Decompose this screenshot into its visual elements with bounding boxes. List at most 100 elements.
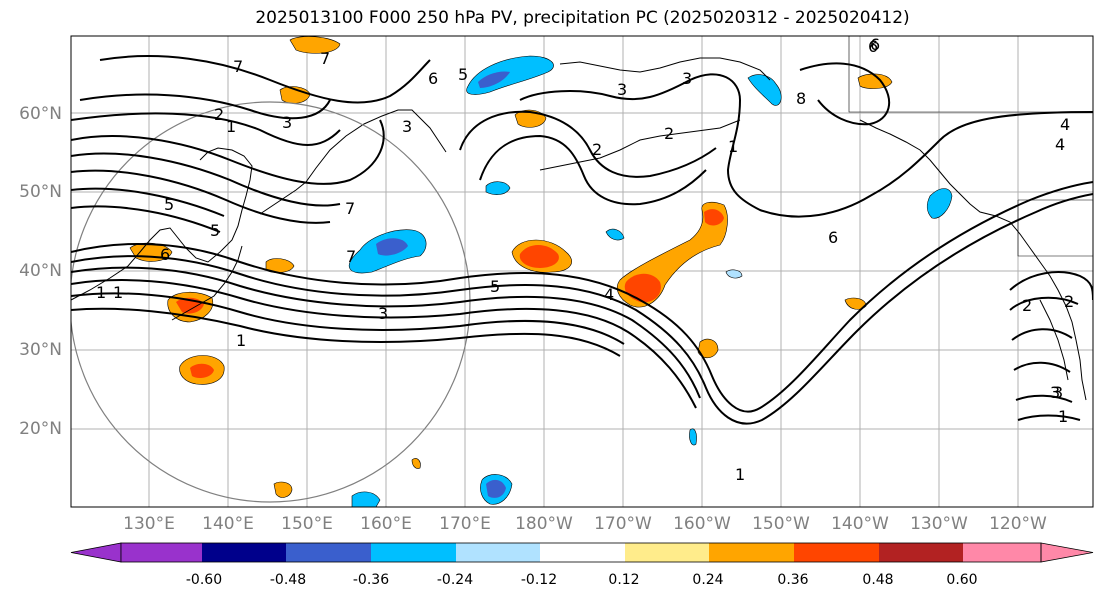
- contour-label: 1: [113, 283, 123, 302]
- lon-label-140E: 140°E: [202, 514, 254, 534]
- colorbar-tick-label: 0.60: [946, 572, 978, 588]
- colorbar-segment: [879, 543, 963, 562]
- colorbar-segment: [963, 543, 1041, 562]
- colorbar-segment: [371, 543, 456, 562]
- precip-positive-core: [624, 273, 661, 303]
- contour-label: 6: [870, 35, 880, 54]
- colorbar-tick-label: 0.48: [862, 572, 894, 588]
- colorbar-segment: [709, 543, 794, 562]
- coast-alaska: [559, 57, 771, 81]
- precip-positive-core: [190, 363, 214, 378]
- contour-label: 6: [160, 245, 170, 264]
- lon-label-150E: 150°E: [281, 514, 333, 534]
- colorbar-segment: [121, 543, 202, 562]
- contour-label: 8: [796, 89, 806, 108]
- contour-label: 6: [828, 228, 838, 247]
- precip-negative: [725, 269, 743, 279]
- precip-negative: [351, 491, 381, 507]
- coast-kurils: [259, 181, 307, 215]
- precip-positive: [289, 36, 341, 54]
- colorbar-tick-label: 0.36: [777, 572, 809, 588]
- contour-label: 2: [664, 124, 674, 143]
- contour-label: 2: [592, 140, 602, 159]
- colorbar-tick-label: -0.48: [269, 572, 307, 588]
- precip-negative: [485, 181, 511, 195]
- colorbar-segment: [202, 543, 286, 562]
- precip-negative: [605, 228, 625, 241]
- lat-label-40N: 40°N: [19, 261, 62, 281]
- precip-positive: [514, 109, 547, 128]
- precip-positive-core: [704, 209, 724, 226]
- colorbar-segment: [286, 543, 371, 562]
- lon-label-170E: 170°E: [439, 514, 491, 534]
- contour-label: 1: [226, 117, 236, 136]
- colorbar-segment: [625, 543, 709, 562]
- colorbar: [70, 542, 1094, 563]
- colorbar-tick-label: -0.12: [520, 572, 558, 588]
- contour-label: 6: [868, 37, 878, 56]
- contour-label: 2: [1022, 296, 1032, 315]
- contour-label: 3: [402, 117, 412, 136]
- coastlines: [71, 57, 1087, 401]
- coast-na-west: [859, 119, 1087, 401]
- coast-japan: [171, 245, 243, 321]
- contour-label: 1: [735, 465, 745, 484]
- contour-label: 2: [1064, 292, 1074, 311]
- colorbar-extend-right: [1040, 542, 1094, 563]
- contour-label: 3: [682, 69, 692, 88]
- contour-label: 1: [96, 283, 106, 302]
- colorbar-segment: [794, 543, 879, 562]
- colorbar-segment: [540, 543, 625, 562]
- colorbar-tick-label: 0.24: [692, 572, 724, 588]
- reference-circle: [71, 101, 471, 503]
- precip-negative-core: [486, 479, 506, 498]
- contour-label: 5: [490, 277, 500, 296]
- contour-label: 2: [214, 105, 224, 124]
- lon-label-160E: 160°E: [360, 514, 412, 534]
- colorbar-tick-label: -0.24: [436, 572, 474, 588]
- precip-positive: [411, 458, 421, 469]
- contour-label: 3: [282, 113, 292, 132]
- contour-label: 3: [617, 80, 627, 99]
- coast-asia: [71, 147, 253, 301]
- lon-label-180W: 180°W: [515, 514, 573, 534]
- lon-label-170W: 170°W: [594, 514, 652, 534]
- coast-aleutians: [539, 119, 741, 171]
- contour-label: 1: [728, 137, 738, 156]
- precip-negative: [926, 188, 953, 219]
- contour-label: 4: [1055, 135, 1065, 154]
- lon-label-150W: 150°W: [752, 514, 810, 534]
- colorbar-segment: [456, 543, 540, 562]
- precip-negative: [747, 74, 782, 106]
- lat-label-50N: 50°N: [19, 182, 62, 202]
- precip-positive-core: [519, 245, 559, 268]
- lon-label-130W: 130°W: [910, 514, 968, 534]
- colorbar-extend-left: [70, 542, 122, 563]
- contour-label: 7: [346, 247, 356, 266]
- precip-positive: [273, 481, 293, 498]
- contour-label: 5: [458, 65, 468, 84]
- coast-baja: [1039, 299, 1069, 381]
- coast-kamchatka: [305, 109, 447, 183]
- map-frame: [70, 35, 1094, 508]
- contour-label: 7: [345, 199, 355, 218]
- contour-label: 1: [236, 331, 246, 350]
- precip-negative-core: [478, 71, 510, 88]
- contour-label: 5: [210, 221, 220, 240]
- lon-label-140W: 140°W: [831, 514, 889, 534]
- contour-label: 7: [233, 57, 243, 76]
- contour-label: 3: [378, 304, 388, 323]
- pv-contours: [71, 55, 1093, 425]
- lat-label-30N: 30°N: [19, 340, 62, 360]
- precip-negative: [466, 55, 554, 95]
- precip-negative: [689, 428, 697, 446]
- colorbar-tick-label: -0.36: [352, 572, 390, 588]
- contour-label: 4: [604, 285, 614, 304]
- contour-label: 3: [1053, 383, 1063, 402]
- colorbar-tick-label: 0.12: [608, 572, 640, 588]
- contour-label: 6: [428, 69, 438, 88]
- contour-label: 3: [1050, 383, 1060, 402]
- contour-label: 5: [164, 195, 174, 214]
